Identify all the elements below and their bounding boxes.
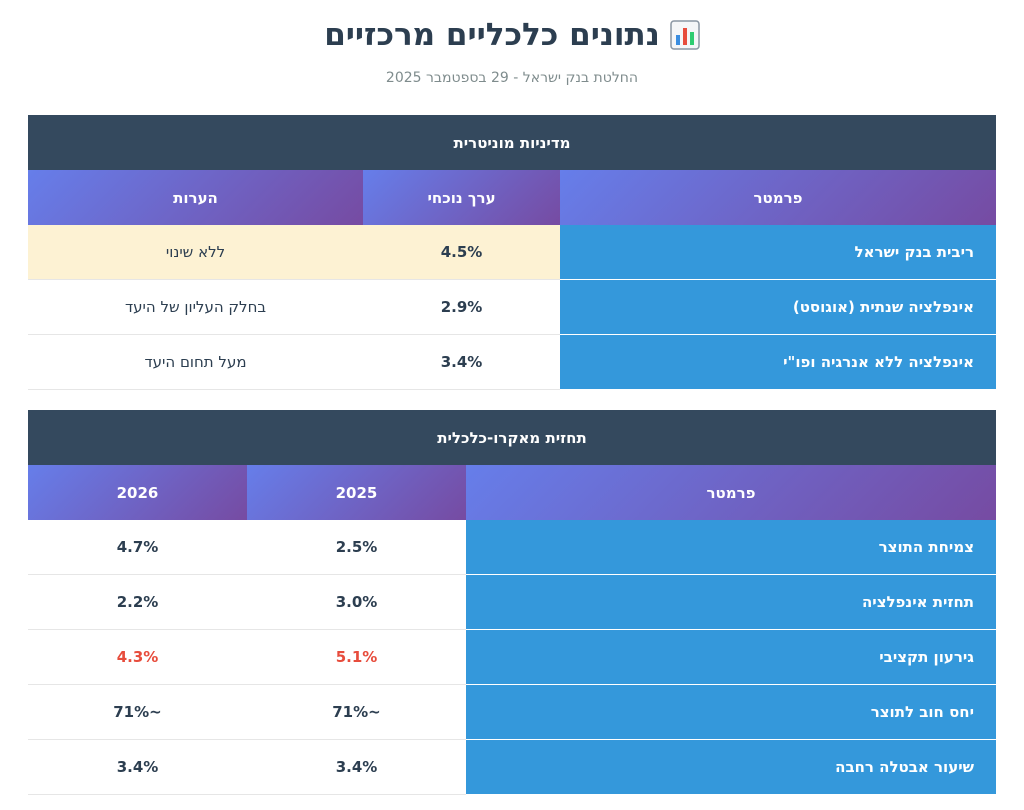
- parameter-cell: גירעון תקציבי: [466, 629, 996, 685]
- column-header-parameter: פרמטר: [466, 465, 996, 520]
- note-cell: ללא שינוי: [28, 225, 364, 280]
- monetary-section-title: מדיניות מוניטרית: [28, 115, 997, 170]
- column-header-parameter: פרמטר: [560, 170, 997, 225]
- parameter-cell: שיעור אבטלה רחבה: [466, 739, 996, 795]
- table-row: תחזית אינפלציה 3.0% 2.2%: [28, 574, 996, 630]
- value-2025-cell: 3.0%: [247, 574, 466, 630]
- value-cell: 3.4%: [363, 334, 561, 390]
- macro-section-title: תחזית מאקרו-כלכלית: [28, 410, 996, 465]
- table-row: שיעור אבטלה רחבה 3.4% 3.4%: [28, 739, 996, 795]
- monetary-policy-table: מדיניות מוניטרית פרמטר ערך נוכחי הערות ר…: [28, 115, 997, 390]
- note-cell: מעל תחום היעד: [28, 334, 364, 390]
- column-header-row: פרמטר ערך נוכחי הערות: [28, 170, 997, 225]
- column-header-2025: 2025: [247, 465, 466, 520]
- parameter-cell: ריבית בנק ישראל: [560, 225, 997, 280]
- table-row: אינפלציה ללא אנרגיה ופו"י 3.4% מעל תחום …: [28, 334, 997, 390]
- value-2026-cell: 4.3%: [28, 629, 247, 685]
- page-title: נתונים כלכליים מרכזיים: [324, 14, 700, 56]
- section-header-row: מדיניות מוניטרית: [28, 115, 997, 170]
- value-2026-cell: ~71%: [28, 684, 247, 740]
- parameter-cell: צמיחת התוצר: [466, 520, 996, 575]
- parameter-cell: תחזית אינפלציה: [466, 574, 996, 630]
- column-header-current-value: ערך נוכחי: [363, 170, 561, 225]
- value-2025-cell: 3.4%: [247, 739, 466, 795]
- value-2025-cell: 2.5%: [247, 520, 466, 575]
- column-header-2026: 2026: [28, 465, 247, 520]
- page-header: נתונים כלכליים מרכזיים החלטת בנק ישראל -…: [0, 0, 1024, 87]
- value-2026-cell: 4.7%: [28, 520, 247, 575]
- value-cell: 2.9%: [363, 279, 561, 335]
- value-2026-cell: 2.2%: [28, 574, 247, 630]
- parameter-cell: אינפלציה שנתית (אוגוסט): [560, 279, 997, 335]
- table-row: ריבית בנק ישראל 4.5% ללא שינוי: [28, 225, 997, 280]
- table-row: יחס חוב לתוצר ~71% ~71%: [28, 684, 996, 740]
- page-subtitle: החלטת בנק ישראל - 29 בספטמבר 2025: [385, 70, 639, 86]
- note-cell: בחלק העליון של היעד: [28, 279, 364, 335]
- value-2025-cell: ~71%: [247, 684, 466, 740]
- table-row: צמיחת התוצר 2.5% 4.7%: [28, 520, 996, 575]
- table-row: אינפלציה שנתית (אוגוסט) 2.9% בחלק העליון…: [28, 279, 997, 335]
- parameter-cell: אינפלציה ללא אנרגיה ופו"י: [560, 334, 997, 390]
- section-header-row: תחזית מאקרו-כלכלית: [28, 410, 996, 465]
- value-2025-cell: 5.1%: [247, 629, 466, 685]
- column-header-row: פרמטר 2025 2026: [28, 465, 996, 520]
- page-title-text: נתונים כלכליים מרכזיים: [324, 17, 660, 53]
- bar-chart-icon: [670, 20, 700, 50]
- parameter-cell: יחס חוב לתוצר: [466, 684, 996, 740]
- value-cell: 4.5%: [363, 225, 561, 280]
- column-header-notes: הערות: [28, 170, 364, 225]
- value-2026-cell: 3.4%: [28, 739, 247, 795]
- macro-forecast-table: תחזית מאקרו-כלכלית פרמטר 2025 2026 צמיחת…: [28, 410, 996, 795]
- table-row: גירעון תקציבי 5.1% 4.3%: [28, 629, 996, 685]
